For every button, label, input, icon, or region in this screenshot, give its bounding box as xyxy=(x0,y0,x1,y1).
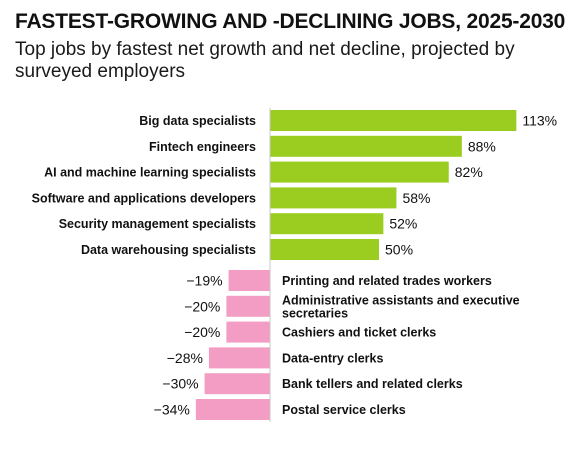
decline-bar xyxy=(226,321,270,343)
value-label: 58% xyxy=(402,190,430,206)
category-label-line: Postal service clerks xyxy=(282,403,406,417)
category-label: Postal service clerks xyxy=(282,403,406,417)
value-label: 82% xyxy=(455,164,483,180)
value-label: −34% xyxy=(154,402,190,418)
category-label-line: Big data specialists xyxy=(139,114,256,128)
category-label-line: Bank tellers and related clerks xyxy=(282,377,463,391)
growth-bar xyxy=(270,110,517,131)
category-label-line: secretaries xyxy=(282,306,348,320)
category-label: Security management specialists xyxy=(59,217,256,231)
category-label-line: AI and machine learning specialists xyxy=(44,166,256,180)
value-label: −30% xyxy=(162,376,198,392)
decline-bar xyxy=(195,399,270,420)
value-label: 50% xyxy=(385,242,413,258)
category-label: Data warehousing specialists xyxy=(81,243,256,257)
value-label: −28% xyxy=(167,350,203,366)
decline-bar xyxy=(228,270,270,291)
category-label-line: Data warehousing specialists xyxy=(81,243,256,257)
growth-bar xyxy=(270,135,462,157)
category-label-line: Fintech engineers xyxy=(149,140,256,154)
category-label-line: Administrative assistants and executive xyxy=(282,293,520,307)
growth-bar xyxy=(270,187,397,209)
category-label: Data-entry clerks xyxy=(282,351,383,365)
growth-bar xyxy=(270,213,384,235)
value-label: −20% xyxy=(184,298,220,314)
decline-bar xyxy=(208,347,270,369)
decline-bar xyxy=(204,373,270,395)
value-label: 88% xyxy=(468,138,496,154)
category-label: Fintech engineers xyxy=(149,140,256,154)
value-label: 113% xyxy=(522,113,557,129)
chart-subtitle: Top jobs by fastest net growth and net d… xyxy=(15,39,515,82)
category-label-line: Software and applications developers xyxy=(32,191,256,205)
value-label: 52% xyxy=(389,216,417,232)
decline-bar xyxy=(226,295,270,317)
category-label: Cashiers and ticket clerks xyxy=(282,326,436,340)
growth-bar xyxy=(270,239,379,260)
category-label: Bank tellers and related clerks xyxy=(282,377,463,391)
chart-title: FASTEST-GROWING AND -DECLINING JOBS, 202… xyxy=(15,10,566,33)
value-label: −19% xyxy=(186,273,222,289)
bars-layer xyxy=(195,110,517,420)
category-label-line: Cashiers and ticket clerks xyxy=(282,326,436,340)
category-label: Administrative assistants and executive s… xyxy=(282,293,520,320)
growth-bar xyxy=(270,161,449,183)
value-label: −20% xyxy=(184,324,220,340)
category-label-line: Security management specialists xyxy=(59,217,256,231)
category-label-line: Data-entry clerks xyxy=(282,351,383,365)
category-label-line: Printing and related trades workers xyxy=(282,274,492,288)
category-label: Big data specialists xyxy=(139,114,256,128)
category-label: Printing and related trades workers xyxy=(282,274,492,288)
labels-layer: 113% Big data specialists 88% Fintech engin… xyxy=(32,113,557,418)
category-label: Software and applications developers xyxy=(32,191,256,205)
category-label: AI and machine learning specialists xyxy=(44,166,256,180)
